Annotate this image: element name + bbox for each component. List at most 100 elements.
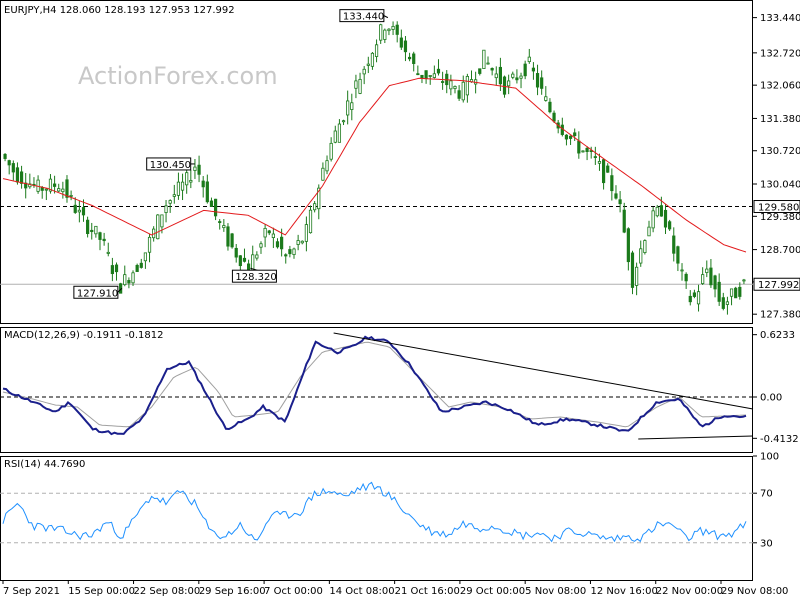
- candle-body: [296, 240, 300, 245]
- candle-body: [453, 86, 457, 89]
- candle-body: [263, 227, 267, 238]
- price-tick-label: 127.380: [760, 310, 800, 321]
- candle-body: [420, 74, 424, 79]
- price-tick-label: 133.440: [760, 13, 800, 24]
- price-tick-label: 128.700: [760, 245, 800, 256]
- candle-body: [168, 200, 172, 204]
- x-tick-label: 12 Nov 16:00: [590, 586, 657, 597]
- candle-body: [701, 274, 705, 284]
- candle-body: [725, 301, 730, 305]
- candle-body: [366, 63, 370, 66]
- candle-body: [552, 112, 556, 122]
- candle-body: [601, 159, 606, 184]
- candle-body: [428, 75, 432, 77]
- candle-body: [436, 68, 441, 74]
- annotation-label: 133.440: [343, 12, 384, 23]
- candle-body: [507, 80, 511, 87]
- candle-body: [622, 209, 626, 233]
- candle-body: [713, 275, 717, 290]
- candle-body: [531, 67, 536, 72]
- candle-body: [19, 171, 24, 184]
- resistance-label-box: [753, 200, 800, 214]
- candle-body: [742, 279, 746, 282]
- candle-body: [143, 252, 148, 262]
- pane-macd: [0, 327, 753, 453]
- annotation-leader: [117, 287, 123, 293]
- current-price-box: [753, 277, 800, 291]
- candle-body: [441, 81, 445, 83]
- candle-body: [738, 286, 742, 297]
- candle-body: [498, 66, 502, 85]
- candle-body: [127, 280, 131, 284]
- candle-body: [139, 262, 143, 268]
- candle-body: [482, 49, 486, 69]
- candle-body: [626, 228, 630, 263]
- candle-body: [180, 181, 185, 191]
- candle-body: [238, 255, 242, 267]
- candle-body: [300, 240, 304, 244]
- candle-body: [374, 44, 379, 57]
- x-tick-label: 14 Oct 08:00: [329, 586, 394, 597]
- candle-body: [275, 241, 280, 248]
- annotation-label: 128.320: [235, 272, 276, 283]
- candle-body: [407, 56, 412, 60]
- candle-body: [156, 214, 160, 240]
- x-tick-label: 7 Oct 00:00: [264, 586, 323, 597]
- candle-body: [329, 142, 333, 160]
- candle-body: [321, 167, 325, 181]
- candle-body: [387, 28, 391, 32]
- macd-tick-label: 0.6233: [760, 330, 795, 341]
- candle-body: [201, 180, 205, 188]
- candle-body: [48, 178, 53, 192]
- watermark: ActionForex.com: [78, 62, 278, 90]
- candle-body: [692, 292, 697, 297]
- candle-body: [230, 233, 234, 248]
- candle-body: [618, 199, 622, 205]
- rsi-tick-label: 100: [760, 452, 779, 463]
- candle-body: [668, 221, 672, 230]
- candle-body: [123, 274, 127, 286]
- candle-body: [7, 160, 11, 166]
- candle-body: [593, 156, 597, 158]
- macd-tick-label: 0.00: [760, 393, 782, 404]
- candle-body: [135, 264, 139, 272]
- rsi-tick-label: 30: [760, 538, 773, 549]
- candle-body: [379, 24, 383, 41]
- candle-body: [86, 219, 90, 234]
- candle-body: [568, 135, 573, 139]
- price-tick-label: 132.060: [760, 81, 800, 92]
- candle-body: [94, 225, 98, 235]
- candle-body: [424, 70, 428, 79]
- x-tick-label: 15 Sep 00:00: [68, 586, 135, 597]
- candle-body: [383, 29, 387, 40]
- candle-body: [734, 287, 738, 299]
- macd-line: [2, 335, 747, 436]
- candle-body: [317, 187, 321, 210]
- candle-body: [160, 214, 164, 228]
- current-price-label: 127.992: [758, 280, 799, 291]
- pane-rsi: [0, 456, 753, 581]
- macd-trendline-upper: [333, 332, 754, 410]
- moving-average-line: [2, 77, 747, 253]
- candle-body: [729, 288, 734, 297]
- candle-body: [255, 254, 259, 259]
- annotation-box: [339, 9, 385, 23]
- rsi-line: [2, 481, 747, 543]
- candle-body: [292, 248, 296, 256]
- candle-body: [106, 251, 110, 254]
- candle-body: [222, 225, 226, 229]
- candle-body: [585, 147, 589, 152]
- candle-body: [523, 63, 527, 77]
- candle-body: [399, 37, 403, 48]
- candle-body: [284, 254, 288, 257]
- candle-body: [635, 266, 639, 286]
- candle-body: [65, 179, 69, 198]
- candle-body: [57, 188, 61, 192]
- x-tick-label: 21 Oct 16:00: [395, 586, 460, 597]
- candle-body: [461, 81, 465, 101]
- candle-body: [98, 232, 102, 240]
- candle-body: [267, 230, 271, 234]
- candle-body: [325, 160, 329, 172]
- candle-body: [73, 204, 77, 213]
